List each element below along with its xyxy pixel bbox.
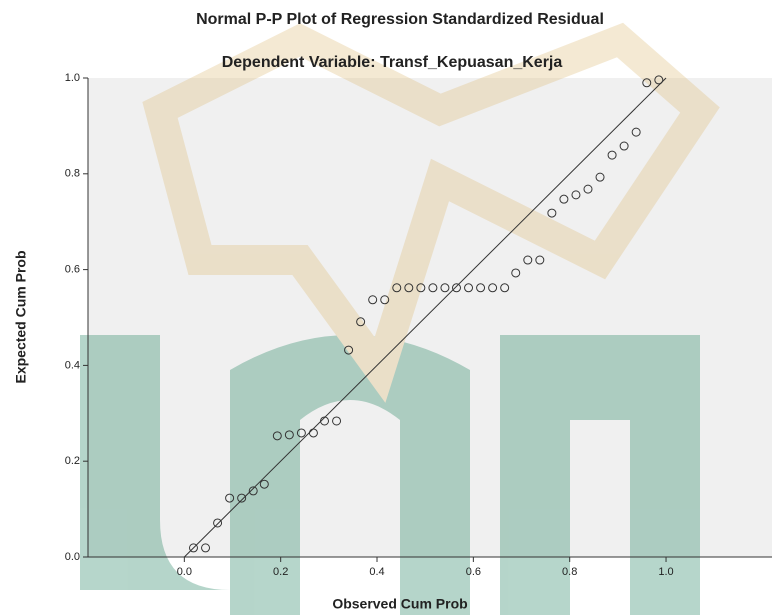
y-tick-label: 0.0: [65, 551, 80, 563]
point: [368, 295, 378, 305]
y-tick-label: 0.4: [65, 359, 80, 371]
point: [571, 190, 581, 200]
point: [595, 172, 605, 182]
point: [201, 543, 211, 553]
point: [428, 283, 438, 293]
point: [380, 295, 390, 305]
reference-line: [183, 77, 667, 558]
point: [272, 431, 282, 441]
point: [511, 268, 521, 278]
point: [631, 127, 641, 137]
point: [559, 194, 569, 204]
point: [308, 428, 318, 438]
point: [451, 283, 461, 293]
y-tick-label: 0.2: [65, 455, 80, 467]
point: [404, 283, 414, 293]
y-tick-label: 1.0: [65, 72, 80, 84]
point: [284, 430, 294, 440]
point: [440, 283, 450, 293]
point: [535, 255, 545, 265]
point: [320, 416, 330, 426]
point: [583, 184, 593, 194]
x-tick-label: 1.0: [658, 566, 673, 578]
point: [476, 283, 486, 293]
watermark: [80, 22, 720, 615]
point: [654, 75, 664, 85]
point: [619, 141, 629, 151]
chart-title: Normal P-P Plot of Regression Standardiz…: [196, 11, 604, 28]
point: [248, 486, 258, 496]
chart-subtitle: Dependent Variable: Transf_Kepuasan_Kerj…: [222, 54, 563, 71]
point: [237, 493, 247, 503]
x-tick-label: 0.4: [369, 566, 384, 578]
point: [607, 150, 617, 160]
point: [225, 493, 235, 503]
point: [488, 283, 498, 293]
point: [344, 345, 354, 355]
point: [464, 283, 474, 293]
point: [523, 255, 533, 265]
y-tick-label: 0.8: [65, 168, 80, 180]
point: [356, 317, 366, 327]
x-tick-label: 0.6: [466, 566, 481, 578]
point: [188, 543, 198, 553]
point: [500, 283, 510, 293]
point: [296, 428, 306, 438]
x-axis-label: Observed Cum Prob: [332, 596, 467, 612]
point: [416, 283, 426, 293]
x-tick-label: 0.2: [273, 566, 288, 578]
point: [213, 518, 223, 528]
x-tick-label: 0.0: [177, 566, 192, 578]
x-tick-label: 0.8: [562, 566, 577, 578]
point: [259, 479, 269, 489]
point: [392, 283, 402, 293]
point: [547, 208, 557, 218]
y-axis-label: Expected Cum Prob: [13, 250, 29, 383]
point: [332, 416, 342, 426]
y-tick-label: 0.6: [65, 264, 80, 276]
point: [642, 78, 652, 88]
plot-background: [88, 78, 772, 557]
